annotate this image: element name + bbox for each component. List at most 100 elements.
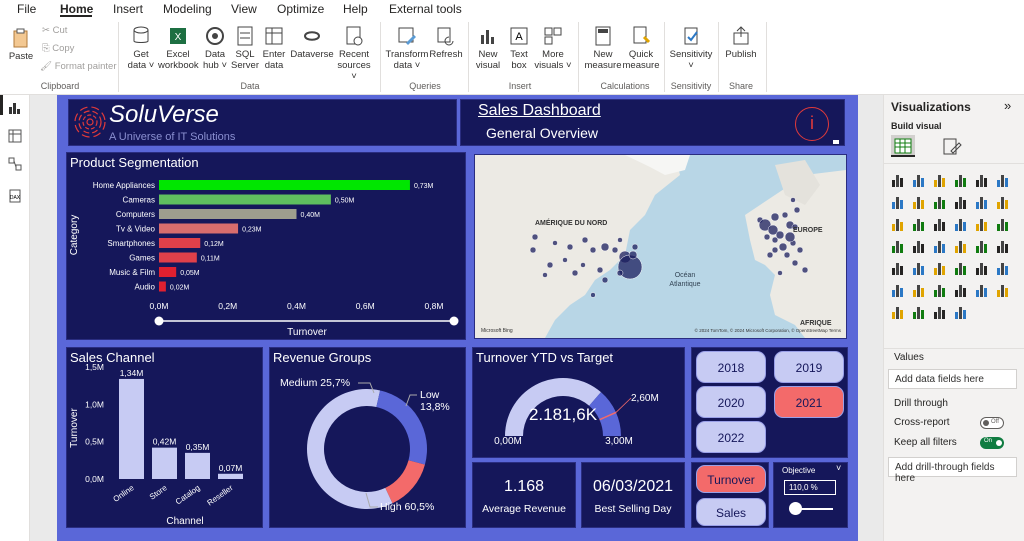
- visual-type-icon[interactable]: [913, 175, 924, 187]
- dataverse-button[interactable]: Dataverse: [290, 25, 334, 60]
- data-hub-button[interactable]: Data hub ˅: [200, 25, 230, 71]
- visual-type-icon[interactable]: [913, 241, 924, 253]
- visual-type-icon[interactable]: [934, 175, 945, 187]
- visual-type-icon[interactable]: [934, 241, 945, 253]
- year-button-2019[interactable]: 2019: [774, 351, 844, 383]
- copy-button[interactable]: ⎘ Copy: [42, 43, 75, 54]
- menu-external-tools[interactable]: External tools: [389, 2, 462, 16]
- enter-data-button[interactable]: Enter data: [260, 25, 288, 71]
- visual-type-icon[interactable]: [892, 197, 903, 209]
- menu-help[interactable]: Help: [343, 2, 368, 16]
- visual-type-icon[interactable]: [997, 219, 1008, 231]
- year-button-2020[interactable]: 2020: [696, 386, 766, 418]
- menu-home[interactable]: Home: [60, 2, 94, 16]
- range-slider-start-handle[interactable]: [154, 316, 164, 326]
- visual-type-icon[interactable]: [913, 307, 924, 319]
- visual-type-icon[interactable]: [955, 241, 966, 253]
- visual-type-icon[interactable]: [976, 175, 987, 187]
- recent-sources-icon: [346, 26, 363, 46]
- visual-type-icon[interactable]: [892, 285, 903, 297]
- visualizations-title: Visualizations: [891, 100, 971, 114]
- cut-button[interactable]: ✂ Cut: [42, 25, 68, 36]
- format-visual-icon[interactable]: [942, 137, 962, 157]
- build-visual-tab[interactable]: [891, 135, 915, 157]
- objective-chevron-icon[interactable]: ˅: [836, 463, 842, 473]
- visual-type-icon[interactable]: [934, 307, 945, 319]
- add-data-fields-dropzone[interactable]: Add data fields here: [888, 369, 1017, 389]
- range-slider-end-handle[interactable]: [449, 316, 459, 326]
- get-data-button[interactable]: Get data ˅: [126, 25, 156, 71]
- quick-measure-button[interactable]: Quick measure: [622, 25, 660, 71]
- visual-type-icon[interactable]: [934, 197, 945, 209]
- visual-type-icon[interactable]: [913, 285, 924, 297]
- menu-file[interactable]: File: [17, 2, 37, 16]
- visual-type-icon[interactable]: [976, 241, 987, 253]
- objective-input[interactable]: 110,0 %: [784, 480, 836, 495]
- visual-type-icon[interactable]: [955, 263, 966, 275]
- visual-type-icon-bar: [1005, 200, 1008, 209]
- year-button-2018[interactable]: 2018: [696, 351, 766, 383]
- visual-type-icon[interactable]: [976, 219, 987, 231]
- add-drill-through-fields-dropzone[interactable]: Add drill-through fields here: [888, 457, 1017, 484]
- format-painter-button[interactable]: 🖌 Format painter: [40, 61, 117, 72]
- visual-type-icon[interactable]: [934, 285, 945, 297]
- visual-type-icon[interactable]: [997, 175, 1008, 187]
- cross-report-toggle[interactable]: Off: [980, 417, 1004, 429]
- visual-type-icon[interactable]: [913, 263, 924, 275]
- visual-type-icon[interactable]: [955, 197, 966, 209]
- new-visual-button[interactable]: New visual: [474, 25, 502, 71]
- sensitivity-button[interactable]: Sensitivity ˅: [668, 25, 714, 71]
- visual-type-icon[interactable]: [976, 263, 987, 275]
- menu-optimize[interactable]: Optimize: [277, 2, 325, 16]
- visual-type-icon[interactable]: [934, 263, 945, 275]
- visual-type-icon[interactable]: [976, 285, 987, 297]
- info-button[interactable]: i: [795, 107, 829, 141]
- table-view-icon[interactable]: [8, 129, 22, 143]
- map-panel[interactable]: AMÉRIQUE DU NORD EUROPE AFRIQUE Océan At…: [474, 154, 847, 339]
- objective-slider-handle[interactable]: [789, 502, 802, 515]
- report-view-icon[interactable]: [8, 101, 22, 115]
- excel-workbook-button[interactable]: X Excel workbook: [158, 25, 199, 71]
- new-measure-button[interactable]: New measure: [584, 25, 622, 71]
- collapse-pane-icon[interactable]: »: [1004, 98, 1012, 113]
- refresh-button[interactable]: Refresh: [428, 25, 464, 60]
- objective-slider-track[interactable]: [795, 508, 833, 510]
- year-button-2021[interactable]: 2021: [774, 386, 844, 418]
- visual-type-icon[interactable]: [934, 219, 945, 231]
- get-data-label-2-text: data: [127, 60, 147, 71]
- visual-type-icon[interactable]: [913, 197, 924, 209]
- visual-type-icon[interactable]: [892, 175, 903, 187]
- visual-type-icon[interactable]: [955, 307, 966, 319]
- pane-divider: [884, 163, 1024, 164]
- text-box-button[interactable]: A Text box: [505, 25, 533, 71]
- visual-type-icon[interactable]: [955, 175, 966, 187]
- menu-view[interactable]: View: [231, 2, 257, 16]
- visual-type-icon[interactable]: [976, 197, 987, 209]
- more-visuals-button[interactable]: More visuals ˅: [534, 25, 572, 71]
- visual-type-icon[interactable]: [997, 263, 1008, 275]
- menu-modeling[interactable]: Modeling: [163, 2, 212, 16]
- visual-type-icon[interactable]: [955, 219, 966, 231]
- visual-type-icon[interactable]: [913, 219, 924, 231]
- menu-insert[interactable]: Insert: [113, 2, 144, 16]
- sql-server-button[interactable]: SQL Server: [231, 25, 259, 71]
- home-tab-underline: [60, 15, 92, 17]
- transform-data-button[interactable]: Transform data ˅: [384, 25, 430, 71]
- sales-toggle-button[interactable]: Sales: [696, 498, 766, 526]
- visual-type-icon[interactable]: [892, 307, 903, 319]
- visual-type-icon[interactable]: [997, 285, 1008, 297]
- year-button-2022[interactable]: 2022: [696, 421, 766, 453]
- visual-type-icon[interactable]: [892, 219, 903, 231]
- model-view-icon[interactable]: [8, 157, 22, 171]
- visual-type-icon[interactable]: [997, 241, 1008, 253]
- visual-type-icon[interactable]: [892, 241, 903, 253]
- visual-type-icon[interactable]: [892, 263, 903, 275]
- dax-query-icon[interactable]: DAX: [8, 189, 22, 203]
- publish-button[interactable]: Publish: [722, 25, 760, 60]
- visual-type-icon[interactable]: [955, 285, 966, 297]
- visual-type-icon[interactable]: [997, 197, 1008, 209]
- turnover-toggle-button[interactable]: Turnover: [696, 465, 766, 493]
- keep-filters-toggle[interactable]: On: [980, 437, 1004, 449]
- paste-button[interactable]: Paste: [6, 27, 36, 62]
- recent-sources-button[interactable]: Recent sources ˅: [334, 25, 374, 82]
